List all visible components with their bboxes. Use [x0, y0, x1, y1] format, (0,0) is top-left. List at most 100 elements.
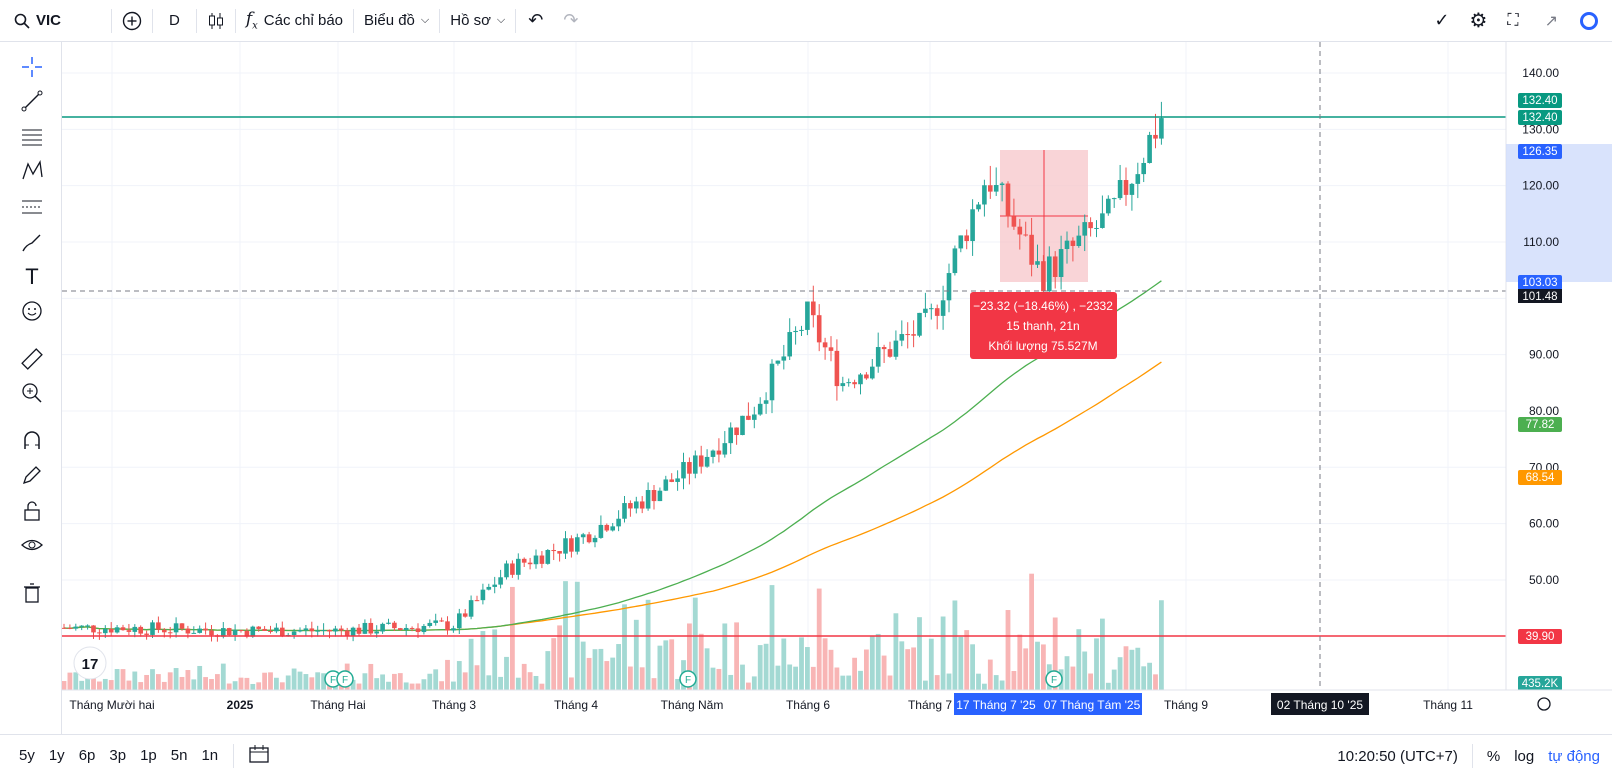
svg-text:F: F — [1051, 675, 1057, 686]
divider — [515, 8, 517, 33]
candle-body — [221, 628, 226, 637]
tradingview-logo[interactable]: 17 — [73, 646, 107, 680]
indicators-button[interactable]: fx Các chỉ báo — [236, 0, 353, 42]
measure-change: −23.32 (−18.46%) , −2332 — [973, 299, 1113, 313]
share-button[interactable]: ↗ — [1529, 0, 1574, 42]
profile-menu-label: Hồ sơ — [450, 12, 491, 29]
volume-bar — [1135, 647, 1141, 690]
volume-bar — [274, 677, 279, 690]
volume-bar — [250, 683, 256, 690]
volume-bar — [445, 659, 450, 690]
stay-drawing-button[interactable] — [19, 462, 45, 488]
volume-bar — [592, 649, 598, 690]
crosshair-tool-button[interactable] — [19, 54, 45, 80]
fullscreen-button[interactable]: ⛶ — [1497, 0, 1528, 42]
zoom-tool-button[interactable] — [19, 380, 45, 406]
percent-toggle[interactable]: % — [1486, 747, 1501, 765]
chart-menu-button[interactable]: Biểu đồ ⌵ — [354, 0, 439, 42]
auto-toggle[interactable]: tự động — [1548, 747, 1600, 765]
redo-button[interactable]: ↷ — [555, 0, 586, 42]
magnet-button[interactable] — [19, 428, 45, 454]
brush-tool-button[interactable] — [19, 230, 45, 256]
volume-bar — [663, 640, 669, 690]
divider — [233, 743, 235, 768]
volume-bar — [692, 597, 698, 690]
price-chart[interactable]: −23.32 (−18.46%) , −2332 15 thanh, 21n K… — [61, 42, 1612, 734]
hide-drawings-button[interactable] — [19, 532, 45, 558]
volume-bar — [1023, 648, 1029, 690]
undo-button[interactable]: ↶ — [516, 0, 555, 42]
volume-bar — [232, 681, 238, 690]
volume-bar — [403, 682, 409, 690]
range-button-1p[interactable]: 1p — [140, 747, 157, 764]
volume-bar — [704, 648, 710, 690]
range-button-3p[interactable]: 3p — [109, 747, 127, 764]
candle-body — [1129, 183, 1135, 195]
chart-pane[interactable]: −23.32 (−18.46%) , −2332 15 thanh, 21n K… — [61, 42, 1612, 734]
volume-bar — [893, 613, 899, 690]
ruler-tool-button[interactable] — [19, 346, 45, 372]
text-tool-button[interactable]: T — [19, 264, 45, 290]
candle-body — [445, 621, 450, 631]
chart-type-button[interactable] — [197, 0, 235, 42]
goto-date-button[interactable] — [242, 744, 276, 768]
settings-button[interactable]: ⚙ — [1459, 0, 1497, 42]
candle-body — [1052, 256, 1058, 278]
volume-bar — [1029, 573, 1034, 690]
log-toggle[interactable]: log — [1514, 747, 1535, 765]
compare-button[interactable] — [112, 0, 152, 42]
candle-body — [232, 630, 238, 636]
range-button-6p[interactable]: 6p — [78, 747, 96, 764]
volume-bar — [940, 616, 946, 690]
gear-icon — [1537, 697, 1551, 711]
clock-time[interactable]: 10:20:50 (UTC+7) — [1337, 747, 1458, 765]
candle-body — [970, 209, 975, 242]
volume-bar — [515, 677, 521, 690]
lock-drawings-button[interactable] — [19, 498, 45, 524]
candle-body — [940, 300, 946, 316]
volume-bar — [504, 656, 509, 690]
volume-bar — [167, 672, 173, 690]
pattern-tool-button[interactable] — [19, 158, 45, 184]
candle-body — [811, 301, 816, 316]
event-marker[interactable]: F — [679, 670, 697, 688]
candle-body — [303, 628, 309, 631]
volume-bar — [427, 673, 433, 690]
range-button-1y[interactable]: 1y — [48, 747, 65, 764]
interval-button[interactable]: D — [153, 0, 196, 42]
range-button-1n[interactable]: 1n — [201, 747, 219, 764]
volume-bar — [834, 667, 840, 690]
account-button[interactable] — [1574, 0, 1612, 42]
candle-body — [580, 534, 586, 538]
price-axis[interactable] — [1505, 42, 1612, 690]
delete-drawings-button[interactable] — [19, 580, 45, 606]
candle-body — [834, 350, 840, 387]
volume-bar — [746, 682, 751, 690]
range-button-5n[interactable]: 5n — [170, 747, 188, 764]
replay-button[interactable]: ✓ — [1424, 0, 1459, 42]
volume-bar — [793, 666, 798, 690]
fib-tool-button[interactable] — [19, 124, 45, 150]
time-axis[interactable] — [62, 689, 1612, 718]
event-marker[interactable]: F — [336, 670, 354, 688]
profile-menu-button[interactable]: Hồ sơ ⌵ — [440, 0, 515, 42]
volume-bar — [999, 680, 1005, 690]
candle-body — [533, 555, 539, 565]
candle-body — [982, 185, 987, 205]
projection-tool-button[interactable] — [19, 194, 45, 220]
event-marker[interactable]: F — [1045, 670, 1063, 688]
axis-settings-button[interactable] — [1537, 697, 1551, 711]
symbol-search[interactable]: VIC — [0, 0, 71, 42]
candle-body — [740, 415, 745, 436]
price-label-measure-top: 126.35 — [1518, 144, 1562, 159]
volume-bar — [421, 679, 427, 690]
volume-bar — [869, 636, 875, 690]
volume-bar — [173, 668, 179, 690]
trend-line-tool-button[interactable] — [19, 88, 45, 114]
volume-bar — [1082, 651, 1088, 690]
range-button-5y[interactable]: 5y — [19, 747, 35, 764]
candle-body — [663, 479, 669, 491]
candle-body — [976, 204, 981, 210]
candle-body — [398, 628, 403, 631]
emoji-tool-button[interactable] — [19, 298, 45, 324]
